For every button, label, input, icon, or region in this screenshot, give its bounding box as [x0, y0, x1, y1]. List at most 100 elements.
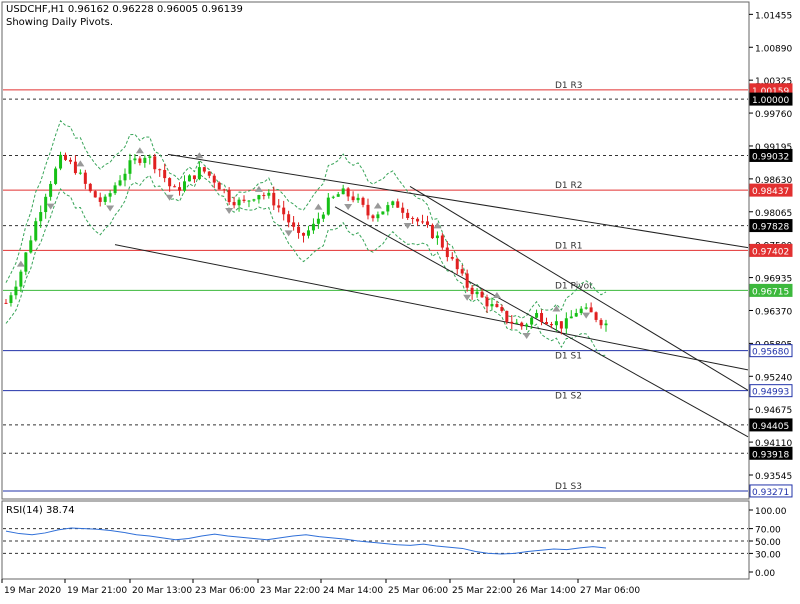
candle-body — [247, 200, 251, 202]
candle-body — [9, 295, 13, 304]
candle-body — [287, 214, 291, 223]
price-box — [749, 148, 793, 162]
price-box-label: 0.94405 — [752, 422, 789, 432]
candle-body — [153, 156, 157, 170]
candle-body — [460, 269, 464, 274]
y-tick-label: 0.99760 — [755, 110, 792, 120]
candle-body — [470, 287, 474, 295]
candle-body — [232, 202, 236, 206]
candle-body — [128, 160, 132, 174]
x-tick-label: 23 Mar 22:00 — [260, 586, 320, 596]
candle-body — [475, 291, 479, 295]
y-tick-label: 0.95240 — [755, 373, 792, 383]
fractal-up-marker — [195, 152, 204, 159]
y-tick-label: 0.94675 — [755, 406, 792, 416]
pivot-label: D1 R1 — [555, 241, 583, 251]
fractal-down-marker — [225, 207, 234, 214]
candle-body — [356, 197, 360, 201]
channel-upper — [409, 186, 749, 391]
candle-body — [371, 215, 375, 219]
price-box — [749, 418, 793, 432]
price-box — [749, 219, 793, 233]
candle-body — [227, 190, 231, 203]
fractal-down-marker — [403, 222, 412, 229]
candle-body — [202, 167, 206, 172]
candle-body — [24, 252, 28, 272]
candle-body — [54, 168, 58, 184]
candle-body — [341, 188, 345, 195]
candle-body — [594, 312, 598, 320]
pivot-label: D1 R3 — [555, 81, 583, 91]
price-box — [749, 243, 793, 257]
candle-body — [183, 181, 187, 191]
candle-body — [490, 304, 494, 307]
candle-body — [272, 192, 276, 206]
candle-body — [574, 313, 578, 317]
fractal-down-marker — [463, 294, 472, 301]
price-box — [749, 92, 793, 106]
price-box-label: 0.95680 — [752, 348, 789, 358]
candle-body — [564, 318, 568, 329]
price-box-label: 1.00159 — [752, 87, 789, 97]
candle-body — [505, 310, 509, 322]
fractal-up-marker — [373, 202, 382, 209]
rsi-line — [5, 527, 607, 555]
candle-body — [88, 183, 92, 192]
candle-body — [450, 257, 454, 259]
candle-body — [544, 322, 548, 325]
rsi-tick-label: 100.00 — [755, 507, 787, 517]
price-box-label: 0.93271 — [752, 488, 789, 498]
candle-body — [267, 192, 271, 196]
y-tick-label: 1.00325 — [755, 77, 792, 87]
y-tick-label: 1.01455 — [755, 11, 792, 21]
candle-body — [401, 207, 405, 213]
fractal-up-marker — [16, 260, 25, 267]
candle-body — [540, 313, 544, 323]
candle-body — [366, 204, 370, 216]
candle-body — [411, 217, 415, 219]
price-box — [749, 283, 793, 297]
candle-body — [302, 232, 306, 236]
candle-body — [455, 258, 459, 270]
candle-body — [138, 158, 142, 163]
candle-body — [277, 205, 281, 208]
y-tick-label: 0.98065 — [755, 209, 792, 219]
candle-body — [212, 175, 216, 183]
candle-body — [445, 247, 449, 258]
price-box-label: 1.00000 — [752, 96, 789, 106]
x-tick-label: 26 Mar 14:00 — [516, 586, 576, 596]
candle-body — [525, 324, 529, 327]
candle-body — [406, 212, 410, 218]
candle-body — [297, 226, 301, 233]
pivot-label: D1 R2 — [555, 181, 583, 191]
candle-body — [351, 196, 355, 201]
fractal-down-marker — [582, 312, 591, 319]
y-tick-label: 0.96935 — [755, 275, 792, 285]
candle-body — [158, 169, 162, 171]
candle-body — [510, 321, 514, 324]
candle-body — [311, 223, 315, 231]
candle-body — [113, 185, 117, 194]
candle-body — [520, 322, 524, 327]
candle-body — [123, 173, 127, 181]
candle-body — [480, 291, 484, 298]
candle-body — [207, 171, 211, 176]
price-box — [749, 384, 793, 398]
candle-body — [589, 307, 593, 313]
candle-body — [316, 218, 320, 224]
price-box — [749, 183, 793, 197]
candle-body — [381, 211, 385, 215]
candle-body — [579, 308, 583, 314]
x-tick-label: 23 Mar 06:00 — [195, 586, 255, 596]
x-tick-label: 24 Mar 14:00 — [323, 586, 383, 596]
price-box-label: 0.99032 — [752, 152, 789, 162]
candle-body — [425, 221, 429, 225]
fractal-up-marker — [433, 222, 442, 229]
price-box — [749, 344, 793, 358]
x-tick-label: 20 Mar 13:00 — [132, 586, 192, 596]
pivot-label: D1 S2 — [555, 392, 582, 402]
x-tick-label: 25 Mar 06:00 — [388, 586, 448, 596]
